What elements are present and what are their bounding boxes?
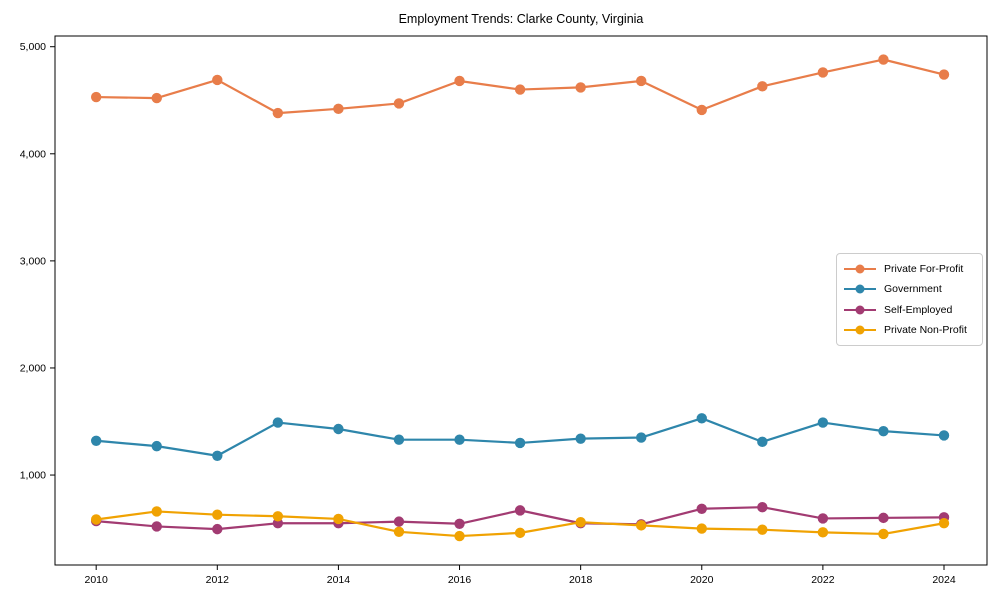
data-point bbox=[151, 440, 162, 452]
data-point bbox=[575, 516, 586, 528]
data-point bbox=[333, 513, 344, 525]
data-point bbox=[454, 75, 465, 87]
data-point bbox=[878, 528, 889, 540]
data-point bbox=[333, 103, 344, 115]
data-point bbox=[696, 523, 707, 534]
data-point bbox=[878, 512, 889, 524]
data-point bbox=[938, 430, 950, 441]
data-point bbox=[514, 527, 526, 539]
legend-line-marker-icon bbox=[844, 325, 876, 335]
legend-line-marker-icon bbox=[844, 284, 876, 294]
data-point bbox=[454, 434, 465, 445]
data-point bbox=[757, 81, 768, 92]
data-point bbox=[878, 54, 889, 65]
data-point bbox=[757, 501, 768, 513]
data-point bbox=[212, 523, 223, 535]
data-point bbox=[151, 521, 162, 532]
data-point bbox=[938, 518, 950, 529]
legend-label: Private Non-Profit bbox=[884, 323, 967, 336]
data-point bbox=[514, 84, 526, 95]
data-point bbox=[90, 435, 102, 446]
chart-title: Employment Trends: Clarke County, Virgin… bbox=[398, 12, 644, 26]
x-tick-label: 2024 bbox=[932, 574, 956, 586]
data-point bbox=[333, 423, 344, 435]
x-tick-label: 2022 bbox=[811, 574, 835, 586]
y-tick-label: 4,000 bbox=[20, 148, 46, 160]
legend-item-private-non-profit: Private Non-Profit bbox=[843, 320, 976, 340]
data-point bbox=[636, 75, 647, 87]
data-point bbox=[575, 433, 586, 444]
data-point bbox=[757, 524, 768, 535]
data-point bbox=[151, 506, 162, 517]
legend-line-marker-icon bbox=[844, 264, 876, 274]
data-point bbox=[514, 437, 526, 449]
y-tick-label: 1,000 bbox=[20, 470, 46, 482]
legend-item-private-for-profit: Private For-Profit bbox=[843, 259, 976, 279]
data-point bbox=[817, 67, 829, 78]
series-private-non-profit bbox=[90, 506, 950, 542]
x-tick-label: 2016 bbox=[448, 574, 472, 586]
data-point bbox=[151, 92, 162, 104]
data-point bbox=[272, 107, 284, 119]
x-tick-label: 2014 bbox=[327, 574, 351, 586]
x-tick-label: 2018 bbox=[569, 574, 593, 586]
data-point bbox=[636, 432, 647, 443]
legend-label: Private For-Profit bbox=[884, 263, 964, 276]
data-point bbox=[514, 505, 526, 516]
legend-dot bbox=[855, 325, 865, 335]
data-point bbox=[817, 417, 829, 428]
y-tick-label: 3,000 bbox=[20, 255, 46, 267]
data-point bbox=[696, 503, 707, 514]
legend-item-self-employed: Self-Employed bbox=[843, 300, 976, 320]
data-point bbox=[212, 509, 223, 520]
series-government bbox=[90, 413, 950, 461]
data-point bbox=[454, 530, 465, 542]
data-point bbox=[696, 104, 707, 116]
plot-border bbox=[54, 35, 988, 566]
legend-dot bbox=[855, 305, 865, 315]
data-point bbox=[90, 514, 102, 525]
data-point bbox=[272, 417, 284, 428]
data-point bbox=[575, 82, 586, 93]
data-point bbox=[393, 516, 405, 527]
data-point bbox=[938, 69, 950, 80]
legend-line-marker-icon bbox=[844, 305, 876, 315]
data-point bbox=[272, 511, 284, 522]
legend-label: Self-Employed bbox=[884, 303, 953, 316]
legend: Private For-Profit Government Self-Employe… bbox=[836, 253, 983, 346]
legend-label: Government bbox=[884, 283, 942, 296]
y-tick-label: 5,000 bbox=[20, 41, 46, 53]
data-point bbox=[393, 98, 405, 109]
x-tick-label: 2010 bbox=[85, 574, 109, 586]
data-point bbox=[878, 425, 889, 437]
data-point bbox=[393, 434, 405, 445]
x-tick-label: 2012 bbox=[206, 574, 230, 586]
x-tick-label: 2020 bbox=[690, 574, 714, 586]
data-point bbox=[454, 518, 465, 529]
data-point bbox=[90, 91, 102, 103]
data-point bbox=[393, 526, 405, 538]
legend-dot bbox=[855, 284, 865, 294]
legend-dot bbox=[855, 264, 865, 274]
data-point bbox=[636, 520, 647, 531]
series-private-for-profit bbox=[90, 54, 950, 119]
data-point bbox=[817, 527, 829, 538]
y-axis: 1,000 2,000 3,000 4,000 5,000 bbox=[20, 41, 55, 482]
data-point bbox=[817, 513, 829, 524]
data-point bbox=[696, 413, 707, 424]
y-tick-label: 2,000 bbox=[20, 362, 46, 374]
data-point bbox=[757, 436, 768, 448]
series-line bbox=[95, 417, 946, 457]
data-point bbox=[212, 450, 223, 461]
legend-item-government: Government bbox=[843, 279, 976, 299]
x-axis: 2010 2012 2014 2016 2018 2020 2022 2024 bbox=[85, 565, 956, 586]
data-point bbox=[212, 74, 223, 86]
